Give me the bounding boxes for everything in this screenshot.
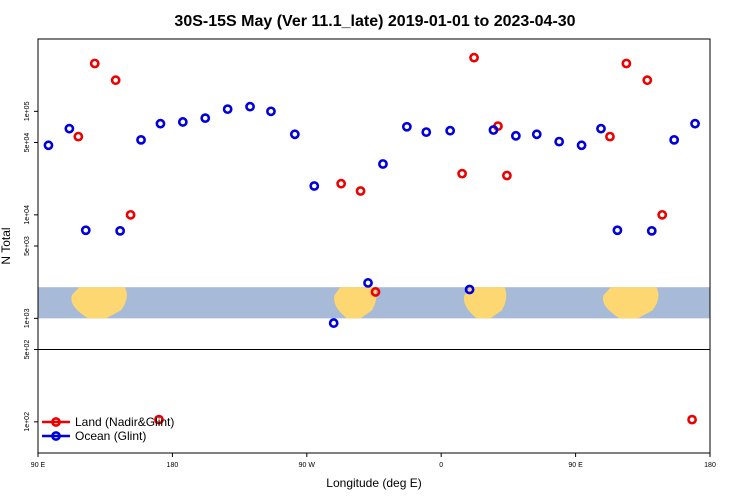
land-point	[642, 75, 653, 86]
x-tick-label: 90 E	[31, 462, 46, 469]
map-land-australia-repeat	[602, 287, 659, 319]
ocean-point	[200, 113, 211, 124]
land-point	[469, 52, 479, 63]
ocean-point	[155, 118, 166, 129]
y-axis-label: N Total	[0, 227, 13, 264]
ocean-point	[363, 278, 373, 288]
land-point	[370, 287, 381, 297]
map-land-australia	[71, 287, 127, 319]
map-land-south-america	[334, 287, 377, 319]
x-tick-label: 90 E	[568, 462, 583, 469]
ocean-point	[690, 118, 700, 129]
ocean-point	[401, 121, 412, 132]
y-tick-label: 5e+02	[24, 340, 31, 360]
ocean-point	[531, 129, 542, 140]
ocean-point	[222, 104, 233, 115]
ocean-point	[43, 140, 54, 151]
x-tick-label: 90 W	[299, 462, 316, 469]
x-axis-label: Longitude (deg E)	[326, 476, 421, 490]
y-tick-label: 1e+03	[24, 308, 31, 328]
plot-frame	[37, 38, 711, 454]
land-point	[125, 209, 136, 220]
x-tick-label: 180	[167, 462, 179, 469]
land-point	[73, 131, 84, 142]
land-point	[502, 170, 512, 181]
ocean-point	[488, 125, 499, 135]
x-axis: 90 E 180 90 W 0 90 E 180	[31, 453, 716, 469]
land-point	[355, 186, 366, 196]
land-point	[657, 209, 668, 220]
legend-land-marker	[51, 417, 61, 427]
y-tick-label: 1e+05	[24, 101, 31, 121]
x-tick-label: 0	[439, 462, 443, 469]
ocean-point	[64, 123, 75, 134]
ocean-point	[245, 101, 255, 112]
ocean-point	[328, 318, 339, 328]
land-point	[154, 414, 164, 425]
chart-title: 30S-15S May (Ver 11.1_late) 2019-01-01 t…	[174, 13, 575, 30]
land-point	[110, 75, 121, 86]
ocean-point	[646, 225, 657, 236]
map-land-africa	[463, 287, 507, 319]
ocean-point	[289, 129, 300, 140]
land-point	[621, 58, 632, 69]
legend-ocean-label: Ocean (Glint)	[75, 429, 146, 443]
y-tick-label: 1e+02	[24, 412, 31, 432]
ocean-point	[510, 130, 521, 141]
ocean-point	[464, 284, 475, 295]
ocean-point	[445, 125, 456, 136]
ocean-point	[612, 225, 623, 236]
ocean-point	[378, 159, 388, 169]
ocean-point	[596, 123, 606, 134]
land-point	[89, 58, 100, 69]
ocean-point	[177, 117, 188, 127]
y-tick-label: 1e+04	[24, 205, 31, 225]
legend-ocean-marker	[51, 431, 61, 441]
ocean-point	[80, 225, 91, 236]
ocean-point	[421, 127, 432, 138]
world-map-strip	[38, 287, 710, 319]
land-point	[457, 168, 468, 179]
legend-land-label: Land (Nadir&Glint)	[75, 415, 174, 429]
land-point	[336, 178, 347, 189]
ocean-point	[136, 134, 146, 145]
land-point	[687, 414, 697, 425]
x-tick-label: 180	[704, 462, 716, 469]
land-point	[605, 131, 615, 142]
ocean-point	[554, 136, 565, 147]
ocean-point	[266, 106, 276, 117]
ocean-point	[669, 134, 680, 145]
y-tick-label: 5e+03	[24, 236, 31, 256]
ocean-point	[309, 181, 320, 191]
ocean-point	[576, 140, 587, 151]
legend: Land (Nadir&Glint) Ocean (Glint)	[42, 415, 174, 443]
y-tick-label: 5e+04	[24, 133, 31, 153]
ocean-point	[115, 225, 126, 236]
y-axis: 1e+02 5e+02 1e+03 5e+03 1e+04 5e+04 1e+05	[24, 101, 38, 432]
data-points	[43, 52, 700, 425]
